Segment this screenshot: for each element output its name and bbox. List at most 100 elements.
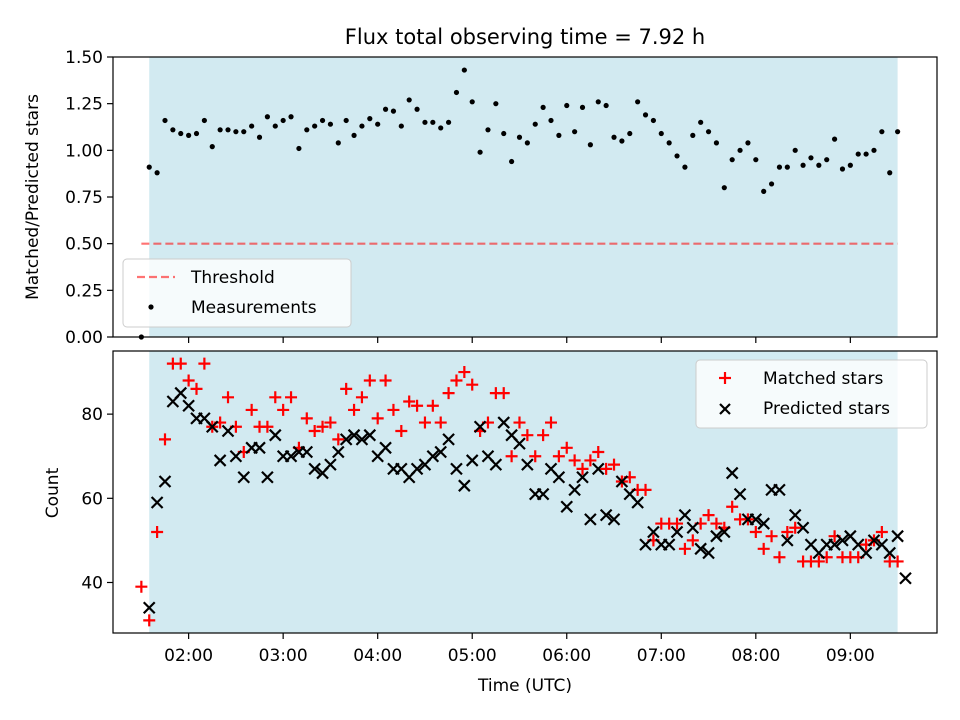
measurement-point [296,145,302,152]
matched-star-point [355,391,368,404]
predicted-star-point [733,487,747,501]
matched-star-point [781,525,794,538]
predicted-star-point [859,546,873,560]
measurement-point [233,129,239,135]
matched-star-point [332,433,345,446]
predicted-star-point [757,517,770,530]
matched-star-point [891,555,904,568]
predicted-star-point [591,462,605,476]
measurement-point [524,140,530,146]
measurement-point [256,134,263,140]
ratio-y-tick-label: 1.50 [65,48,103,68]
ratio-y-axis-label: Matched/Predicted stars [23,94,43,300]
measurement-point [485,127,491,133]
measurement-point [800,162,806,168]
predicted-star-point [836,534,849,547]
measurement-point [493,101,499,107]
matched-star-point [135,580,148,593]
predicted-star-point [678,508,692,522]
measurement-point [501,130,507,137]
predicted-star-point [891,529,904,543]
measurement-point [280,117,286,124]
legend-measurements-label: Measurements [191,298,317,318]
matched-star-point [686,534,699,547]
measurement-point [816,162,822,168]
matched-star-points [135,357,904,627]
matched-star-point [269,391,282,404]
measurement-point [343,117,349,124]
predicted-star-point [308,462,321,476]
measurement-point [713,140,720,146]
legend-measurements-swatch [148,304,154,310]
measurement-point [359,123,365,129]
measurement-point [666,140,672,146]
count-y-ticks: 40 60 80 [81,405,113,593]
matched-star-point [757,542,770,555]
predicted-star-point [174,386,188,400]
measurement-point [642,112,649,118]
measurement-point [611,134,617,140]
measurement-point [241,129,247,135]
measurement-point [879,129,885,135]
matched-star-point [639,483,652,496]
measurement-point [690,132,696,138]
predicted-star-point [221,424,235,438]
predicted-star-point [347,428,361,442]
predicted-star-point [442,433,455,446]
matched-star-point [198,357,211,370]
predicted-star-point [363,428,377,442]
matched-star-point [348,403,361,416]
measurement-point [312,123,318,129]
predicted-star-point [497,416,511,429]
count-x-tick-label: 03:00 [259,646,308,666]
legend-predicted-label: Predicted stars [763,399,890,419]
matched-star-point [560,441,573,454]
predicted-star-point [647,525,660,539]
predicted-star-point [473,420,487,434]
measurement-point [288,114,294,120]
matched-star-point [505,450,518,463]
predicted-star-point [158,475,172,488]
measurement-point [186,132,192,138]
measurement-point [871,147,877,153]
measurement-point [516,134,523,140]
predicted-star-point [269,428,282,442]
matched-star-point [442,387,455,400]
measurement-point [398,123,404,129]
measurement-point [154,170,160,176]
predicted-star-point [576,470,589,484]
measurement-point [579,104,586,110]
matched-star-point [300,412,313,425]
measurement-points [138,67,901,340]
predicted-star-point [355,433,369,446]
matched-star-point [261,420,274,433]
measurement-point [784,164,790,170]
count-legend-box [695,359,928,429]
measurement-point [438,125,444,131]
ratio-y-tick-label: 1.25 [65,95,103,115]
matched-star-point [143,614,156,627]
measurement-point [587,142,593,148]
predicted-star-point [867,534,881,547]
matched-star-point [529,450,542,463]
measurement-point [824,157,830,163]
predicted-star-point [150,496,164,509]
predicted-star-point [253,441,266,455]
matched-star-point [521,429,534,442]
measurement-point [249,123,255,129]
predicted-star-point [883,546,897,560]
predicted-star-point [694,542,707,556]
matched-star-point [151,525,164,538]
matched-star-point [340,382,353,395]
measurement-point [745,140,751,146]
measurement-point [430,119,436,125]
matched-star-point [363,374,376,387]
measurement-point [217,127,223,133]
predicted-star-point [615,475,629,488]
matched-star-point [608,458,621,471]
measurement-point [556,132,562,138]
measurement-point [721,185,727,191]
ratio-panel: 0.00 0.25 0.50 0.75 1.00 1.25 1.50 Matched/Pre… [23,48,938,348]
measurement-point [887,170,893,176]
matched-star-point [450,374,463,387]
